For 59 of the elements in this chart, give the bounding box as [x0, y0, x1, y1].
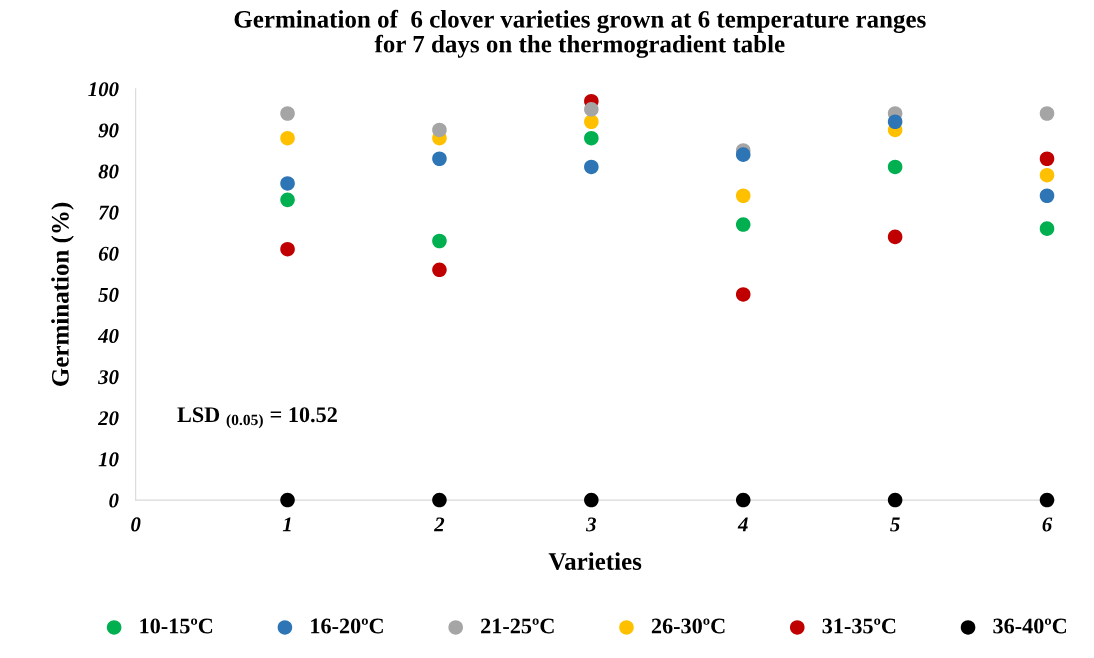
x-tick-label: 3	[585, 517, 596, 532]
point	[1039, 151, 1055, 167]
point	[432, 233, 447, 249]
point	[432, 151, 447, 167]
point	[1039, 106, 1055, 121]
point	[1039, 492, 1055, 508]
x-axis-title: Varieties	[548, 552, 642, 571]
chart-title: Germination of 6 clover varieties grown at 6 temperature ranges for 7 days on the thermogradient table	[234, 9, 926, 58]
x-tick-label: 0	[131, 517, 141, 532]
point	[1039, 221, 1055, 236]
point	[584, 102, 599, 117]
point	[1039, 167, 1055, 183]
legend-label: 26-30ºC	[651, 618, 725, 634]
point	[887, 114, 903, 130]
point	[584, 492, 599, 508]
point	[584, 159, 599, 175]
legend-label: 16-20ºC	[311, 618, 383, 634]
point	[280, 192, 295, 208]
point	[735, 217, 751, 232]
x-tick-label: 2	[433, 517, 445, 532]
point	[584, 114, 599, 130]
point	[1039, 188, 1055, 204]
y-tick-label: 60	[98, 246, 119, 261]
y-tick-label: 20	[97, 411, 119, 426]
point	[887, 229, 903, 245]
point	[432, 262, 447, 278]
point	[432, 122, 447, 138]
point	[584, 130, 599, 146]
y-tick-label: 0	[109, 493, 119, 508]
point	[887, 159, 903, 175]
point	[280, 106, 295, 121]
point	[280, 130, 295, 146]
annotation: LSD $_{(0.05)}$ = 10.52	[177, 407, 337, 429]
point	[887, 492, 903, 508]
legend-label: 10-15ºC	[140, 618, 213, 634]
point	[280, 176, 295, 191]
y-tick-label: 100	[88, 82, 119, 97]
y-tick-label: 30	[97, 370, 119, 385]
x-tick-label: 1	[282, 517, 291, 532]
y-tick-label: 70	[99, 205, 119, 220]
x-tick-label: 6	[1042, 517, 1053, 532]
x-tick-label: 5	[890, 517, 900, 532]
x-tick-label: 4	[737, 517, 748, 532]
point	[735, 147, 751, 162]
y-tick-label: 10	[98, 452, 119, 467]
y-tick-label: 80	[98, 164, 119, 179]
legend-label: 21-25ºC	[481, 618, 554, 634]
point	[280, 492, 295, 508]
y-tick-label: 50	[98, 287, 119, 302]
point	[735, 287, 751, 302]
y-axis-title: Germination (%)	[51, 202, 74, 386]
point	[735, 492, 751, 508]
point	[735, 188, 751, 204]
point	[432, 492, 447, 508]
point	[280, 241, 295, 257]
y-tick-label: 90	[98, 123, 119, 138]
legend-label: 31-35ºC	[822, 618, 896, 634]
legend-label: 36-40ºC	[993, 618, 1067, 634]
y-tick-label: 40	[97, 328, 119, 344]
